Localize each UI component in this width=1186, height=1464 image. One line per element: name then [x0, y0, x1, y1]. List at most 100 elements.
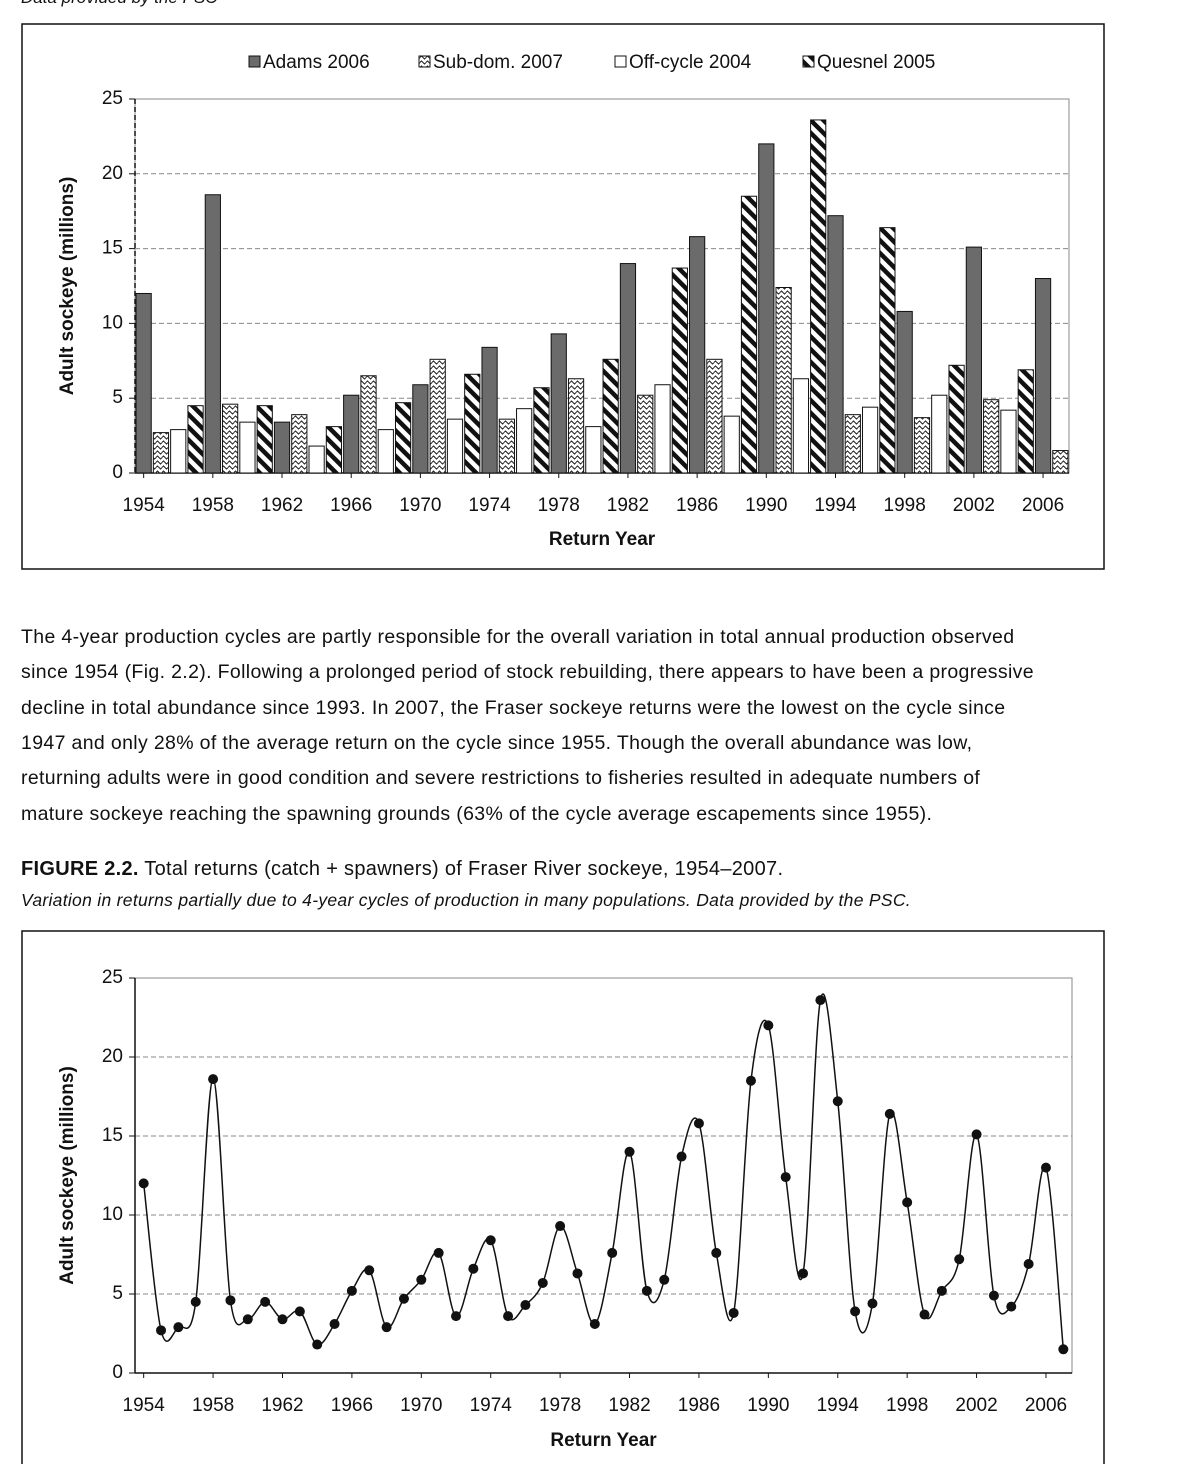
- x-tick-label: 1998: [884, 495, 926, 516]
- bar: [516, 408, 533, 474]
- paragraph-line: returning adults were in good condition …: [21, 767, 981, 790]
- bar: [706, 358, 723, 474]
- bar: [187, 405, 204, 474]
- point: [693, 1118, 704, 1129]
- point: [520, 1300, 531, 1311]
- y-tick-label: 15: [102, 1125, 123, 1146]
- bar: [585, 426, 602, 474]
- bar: [827, 215, 844, 474]
- y-tick-label: 10: [102, 1204, 123, 1225]
- bar: [567, 378, 585, 474]
- x-tick-label: 1958: [192, 1395, 234, 1416]
- bar: [654, 384, 671, 474]
- point: [242, 1314, 253, 1325]
- bar: [170, 429, 187, 474]
- x-tick-label: 1990: [747, 1395, 789, 1416]
- x-tick-label: 1990: [745, 495, 787, 516]
- bar: [308, 445, 325, 474]
- x-tick-label: 2006: [1022, 495, 1064, 516]
- bar: [602, 358, 619, 474]
- bar: [325, 426, 343, 474]
- bar: [498, 418, 515, 474]
- point: [416, 1274, 427, 1285]
- bar: [740, 195, 758, 474]
- bar: [637, 394, 654, 474]
- bar: [844, 414, 861, 474]
- x-tick-label: 1974: [468, 495, 511, 516]
- point: [555, 1221, 566, 1232]
- legend-label: Off-cycle 2004: [629, 52, 752, 73]
- bar: [879, 227, 896, 474]
- x-tick-label: 1986: [678, 1395, 720, 1416]
- point: [676, 1151, 687, 1162]
- bar: [983, 399, 1000, 474]
- bar: [481, 346, 498, 474]
- bar: [256, 405, 273, 474]
- point: [173, 1322, 184, 1333]
- bar: [948, 364, 965, 474]
- bar: [913, 417, 931, 474]
- bar: [343, 394, 360, 474]
- chart-frame: [21, 930, 1105, 1464]
- y-tick-label: 25: [102, 88, 123, 109]
- bar: [689, 236, 706, 474]
- x-tick-label: 1982: [608, 1395, 650, 1416]
- point: [208, 1074, 219, 1085]
- point: [954, 1254, 965, 1265]
- point: [329, 1319, 340, 1330]
- bar: [792, 378, 810, 474]
- point: [1058, 1344, 1069, 1355]
- legend-swatch: [248, 55, 261, 68]
- y-tick-label: 0: [112, 1362, 123, 1383]
- y-tick-label: 5: [112, 1283, 123, 1304]
- legend-swatch: [418, 55, 431, 68]
- point: [850, 1306, 861, 1317]
- bar: [291, 414, 308, 474]
- x-tick-label: 2006: [1025, 1395, 1067, 1416]
- point: [624, 1146, 635, 1157]
- point: [798, 1268, 809, 1279]
- bar: [931, 394, 948, 474]
- x-axis-label: Return Year: [549, 529, 656, 550]
- point: [902, 1197, 913, 1208]
- point: [156, 1325, 167, 1336]
- point: [190, 1296, 201, 1307]
- point: [1023, 1258, 1034, 1269]
- bar: [204, 194, 221, 474]
- x-tick-label: 1978: [539, 1395, 581, 1416]
- point: [277, 1314, 288, 1325]
- point: [815, 995, 826, 1006]
- bar: [1052, 450, 1069, 474]
- x-tick-label: 1970: [399, 495, 441, 516]
- point: [763, 1020, 774, 1031]
- point: [607, 1247, 618, 1258]
- header-fragment: Data provided by the PSC: [21, 0, 218, 8]
- bar: [394, 402, 412, 474]
- caption-text: Total returns (catch + spawners) of Fras…: [144, 858, 784, 880]
- point: [867, 1298, 878, 1309]
- point: [260, 1296, 271, 1307]
- bar: [810, 119, 827, 474]
- legend-swatch: [802, 55, 815, 68]
- figure-note: Variation in returns partially due to 4-…: [21, 890, 911, 910]
- bar: [273, 421, 291, 474]
- x-tick-label: 2002: [955, 1395, 997, 1416]
- bar: [896, 310, 913, 474]
- x-tick-label: 2002: [953, 495, 995, 516]
- bar: [861, 406, 879, 474]
- bar: [533, 387, 550, 474]
- point: [364, 1265, 375, 1276]
- point: [451, 1311, 462, 1322]
- bar: [360, 375, 377, 474]
- point: [919, 1309, 930, 1320]
- point: [468, 1263, 479, 1274]
- legend-swatch: [614, 55, 627, 68]
- x-axis-label: Return Year: [550, 1430, 657, 1451]
- point: [659, 1274, 670, 1285]
- bar: [135, 292, 152, 474]
- point: [711, 1247, 722, 1258]
- x-tick-label: 1994: [817, 1395, 860, 1416]
- x-tick-label: 1994: [814, 495, 857, 516]
- point: [1040, 1162, 1051, 1173]
